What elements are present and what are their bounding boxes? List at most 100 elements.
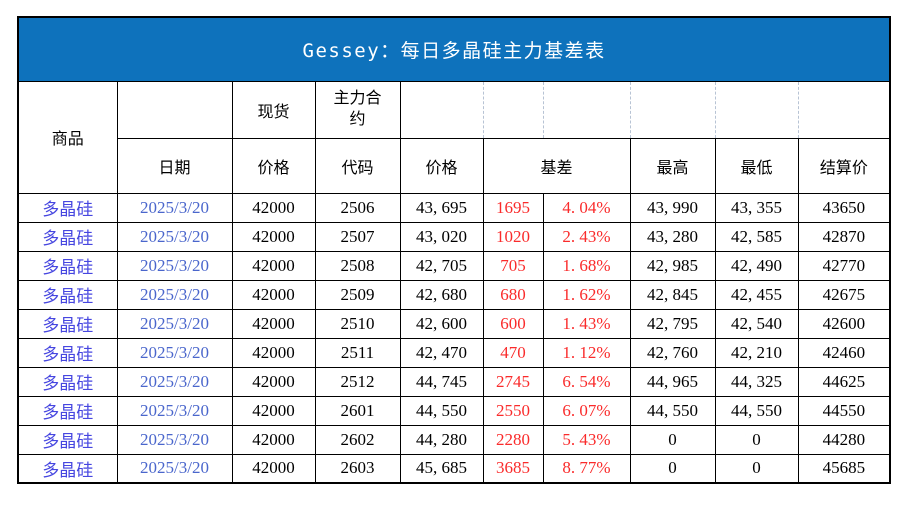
- cell-price: 45, 685: [399, 453, 484, 484]
- cell-date: 2025/3/20: [116, 395, 233, 426]
- header-merged-region: [399, 80, 891, 139]
- cell-spot-price: 42000: [231, 308, 316, 339]
- cell-high: 42, 845: [629, 279, 716, 310]
- cell-basis: 600: [482, 308, 544, 339]
- cell-low: 44, 325: [714, 366, 799, 397]
- cell-contract-code: 2601: [314, 395, 401, 426]
- cell-contract-code: 2509: [314, 279, 401, 310]
- cell-contract-code: 2512: [314, 366, 401, 397]
- cell-price: 42, 600: [399, 308, 484, 339]
- cell-spot-price: 42000: [231, 221, 316, 252]
- cell-high: 44, 550: [629, 395, 716, 426]
- cell-price: 44, 550: [399, 395, 484, 426]
- cell-spot-price: 42000: [231, 192, 316, 223]
- cell-high: 0: [629, 424, 716, 455]
- cell-high: 42, 760: [629, 337, 716, 368]
- header-low: 最低: [714, 137, 799, 194]
- cell-basis-percent: 8. 77%: [542, 453, 631, 484]
- cell-settlement: 44280: [797, 424, 891, 455]
- cell-basis-percent: 5. 43%: [542, 424, 631, 455]
- cell-contract-code: 2507: [314, 221, 401, 252]
- table-row: 多晶硅 2025/3/20 42000 2601 44, 550 2550 6.…: [17, 395, 891, 426]
- cell-contract-code: 2602: [314, 424, 401, 455]
- basis-table: Gessey：每日多晶硅主力基差表 商品 现货 主力合约 日期 价格 代码 价格…: [17, 16, 892, 484]
- cell-settlement: 42460: [797, 337, 891, 368]
- table-row: 多晶硅 2025/3/20 42000 2603 45, 685 3685 8.…: [17, 453, 891, 484]
- cell-basis: 705: [482, 250, 544, 281]
- cell-basis: 2280: [482, 424, 544, 455]
- cell-low: 42, 585: [714, 221, 799, 252]
- cell-high: 42, 795: [629, 308, 716, 339]
- cell-spot-price: 42000: [231, 366, 316, 397]
- cell-date: 2025/3/20: [116, 221, 233, 252]
- cell-basis-percent: 6. 07%: [542, 395, 631, 426]
- header-spot: 现货: [231, 80, 316, 139]
- table-title: Gessey：每日多晶硅主力基差表: [17, 16, 891, 82]
- cell-low: 44, 550: [714, 395, 799, 426]
- cell-low: 42, 210: [714, 337, 799, 368]
- table-row: 多晶硅 2025/3/20 42000 2509 42, 680 680 1. …: [17, 279, 891, 310]
- cell-contract-code: 2506: [314, 192, 401, 223]
- cell-basis-percent: 4. 04%: [542, 192, 631, 223]
- cell-low: 42, 455: [714, 279, 799, 310]
- cell-date: 2025/3/20: [116, 308, 233, 339]
- cell-settlement: 45685: [797, 453, 891, 484]
- cell-spot-price: 42000: [231, 250, 316, 281]
- cell-commodity: 多晶硅: [17, 453, 118, 484]
- cell-basis-percent: 1. 68%: [542, 250, 631, 281]
- cell-commodity: 多晶硅: [17, 308, 118, 339]
- cell-basis: 2745: [482, 366, 544, 397]
- cell-price: 42, 680: [399, 279, 484, 310]
- header-contract-code: 代码: [314, 137, 401, 194]
- header-high: 最高: [629, 137, 716, 194]
- header-settlement: 结算价: [797, 137, 891, 194]
- cell-low: 43, 355: [714, 192, 799, 223]
- cell-commodity: 多晶硅: [17, 250, 118, 281]
- header-main-contract: 主力合约: [314, 80, 401, 139]
- cell-spot-price: 42000: [231, 337, 316, 368]
- table-row: 多晶硅 2025/3/20 42000 2510 42, 600 600 1. …: [17, 308, 891, 339]
- cell-basis-percent: 2. 43%: [542, 221, 631, 252]
- cell-basis: 1020: [482, 221, 544, 252]
- cell-spot-price: 42000: [231, 424, 316, 455]
- cell-price: 42, 470: [399, 337, 484, 368]
- cell-contract-code: 2603: [314, 453, 401, 484]
- header-price: 价格: [399, 137, 484, 194]
- cell-date: 2025/3/20: [116, 192, 233, 223]
- cell-commodity: 多晶硅: [17, 366, 118, 397]
- header-row-1: 商品 现货 主力合约: [17, 80, 891, 194]
- cell-settlement: 42675: [797, 279, 891, 310]
- cell-high: 42, 985: [629, 250, 716, 281]
- cell-low: 42, 490: [714, 250, 799, 281]
- table-row: 多晶硅 2025/3/20 42000 2508 42, 705 705 1. …: [17, 250, 891, 281]
- cell-commodity: 多晶硅: [17, 279, 118, 310]
- cell-settlement: 44550: [797, 395, 891, 426]
- cell-contract-code: 2508: [314, 250, 401, 281]
- cell-date: 2025/3/20: [116, 337, 233, 368]
- cell-price: 42, 705: [399, 250, 484, 281]
- cell-price: 44, 745: [399, 366, 484, 397]
- cell-basis-percent: 6. 54%: [542, 366, 631, 397]
- cell-high: 43, 990: [629, 192, 716, 223]
- cell-spot-price: 42000: [231, 395, 316, 426]
- table-row: 多晶硅 2025/3/20 42000 2511 42, 470 470 1. …: [17, 337, 891, 368]
- header-spot-price: 价格: [231, 137, 316, 194]
- cell-low: 0: [714, 424, 799, 455]
- cell-settlement: 43650: [797, 192, 891, 223]
- cell-date: 2025/3/20: [116, 366, 233, 397]
- cell-settlement: 42770: [797, 250, 891, 281]
- cell-date: 2025/3/20: [116, 279, 233, 310]
- cell-commodity: 多晶硅: [17, 221, 118, 252]
- header-blank-cell: [116, 80, 233, 139]
- cell-basis-percent: 1. 43%: [542, 308, 631, 339]
- cell-date: 2025/3/20: [116, 424, 233, 455]
- cell-settlement: 44625: [797, 366, 891, 397]
- cell-commodity: 多晶硅: [17, 424, 118, 455]
- header-date: 日期: [116, 137, 233, 194]
- cell-commodity: 多晶硅: [17, 395, 118, 426]
- table-row: 多晶硅 2025/3/20 42000 2507 43, 020 1020 2.…: [17, 221, 891, 252]
- cell-spot-price: 42000: [231, 279, 316, 310]
- cell-contract-code: 2510: [314, 308, 401, 339]
- cell-high: 44, 965: [629, 366, 716, 397]
- cell-commodity: 多晶硅: [17, 337, 118, 368]
